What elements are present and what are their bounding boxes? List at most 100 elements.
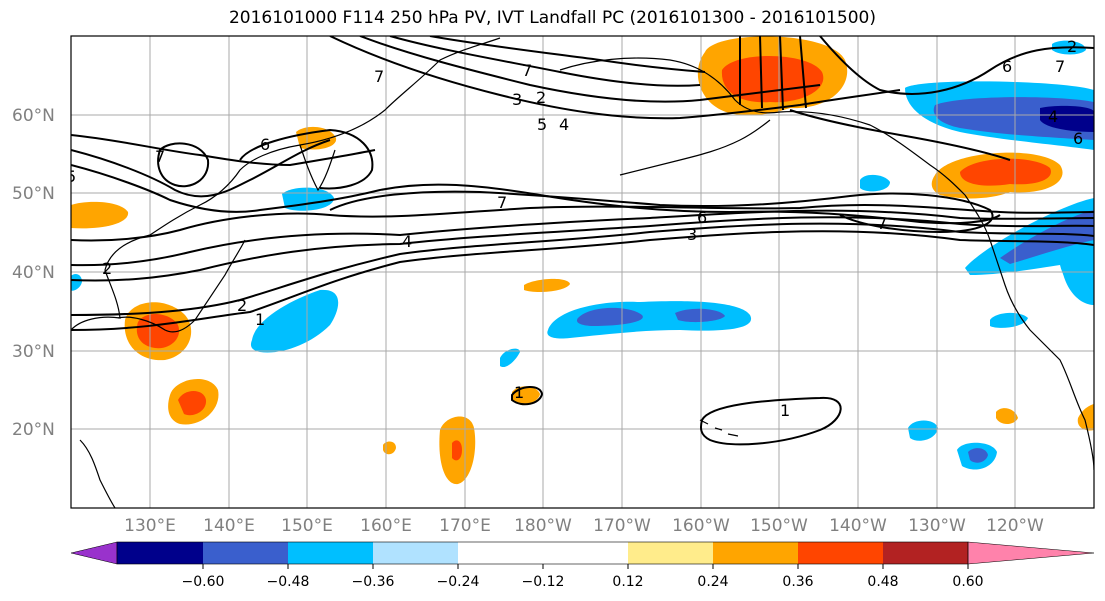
pv-contour-19	[700, 396, 842, 446]
pv-contour-18	[789, 109, 1011, 161]
colorbar-label-2: −0.48	[267, 574, 310, 590]
lon-label-140w: 140°W	[829, 516, 887, 536]
contour-label-3-bering: 3	[512, 90, 522, 109]
contour-label-7-arctic-east: 7	[1055, 57, 1065, 76]
colorbar-extend-low	[70, 541, 118, 565]
coastline-kamchatka	[299, 144, 336, 192]
positive-anomaly-west-edge	[71, 201, 129, 229]
colorbar-label-6: 0.12	[612, 574, 643, 590]
colorbar-ticks	[202, 564, 969, 569]
contour-label-6-arctic: 6	[1002, 57, 1012, 76]
positive-anomaly-small-3	[1077, 404, 1094, 431]
colorbar-segment-7	[628, 542, 713, 564]
contour-label-4-bering: 4	[559, 115, 569, 134]
pv-contour-6	[71, 164, 1001, 225]
colorbar-segment-9	[798, 542, 883, 564]
coastlines	[71, 37, 1094, 508]
pv-contour-10	[239, 128, 374, 190]
colorbar-label-5: −0.12	[522, 574, 565, 590]
colorbar-segment-8	[713, 542, 798, 564]
negative-anomaly-small-2	[1060, 245, 1094, 305]
lon-label-140e: 140°E	[203, 516, 255, 536]
contour-label-6-east: 6	[697, 208, 707, 227]
lat-label-60n: 60°N	[12, 106, 55, 126]
coastline-aleutians	[619, 119, 771, 176]
colorbar: −0.60 −0.48 −0.36 −0.24 −0.12 0.12 0.24 …	[70, 541, 1095, 590]
pv-contour-17	[819, 36, 1094, 95]
negative-anomaly-gulf	[860, 174, 890, 192]
colorbar-segment-5	[458, 542, 543, 564]
colorbar-segment-6	[543, 542, 628, 564]
pv-contour-5	[71, 203, 1094, 242]
positive-anomaly-small-1	[524, 278, 570, 292]
contour-label-2-west: 2	[102, 259, 112, 278]
lat-label-50n: 50°N	[12, 184, 55, 204]
pv-contour-11	[157, 142, 210, 188]
colorbar-label-10: 0.60	[952, 574, 983, 590]
graticule	[71, 36, 1094, 508]
pv-contour-20	[511, 386, 544, 406]
contour-label-7-kamchatka: 7	[155, 147, 165, 166]
map-frame	[70, 35, 1095, 509]
pv-contour-14	[389, 36, 701, 87]
lon-label-170w: 170°W	[593, 516, 651, 536]
lat-label-20n: 20°N	[12, 420, 55, 440]
strong-positive-anomaly-alaska	[721, 55, 824, 103]
pv-contour-4	[71, 209, 1094, 267]
strong-positive-anomaly-pacific-northwest	[960, 158, 1051, 186]
contour-label-6-kamchatka: 6	[260, 135, 270, 154]
strong-negative-anomaly-eastern-subtropics	[968, 448, 988, 463]
colorbar-segment-1	[117, 542, 203, 564]
map-plot-area: 1 2 2 4 3 6 7 7 6 7 5 7 3 2 5 4 7 1 1 6 …	[66, 36, 1094, 508]
coastline-asia	[71, 37, 501, 331]
pv-contour-9	[71, 134, 376, 167]
negative-anomaly-southeast-japan	[250, 289, 339, 353]
pv-contour-16	[739, 36, 807, 111]
lon-label-160e: 160°E	[360, 516, 412, 536]
contour-label-7-arctic: 7	[522, 61, 532, 80]
colorbar-label-1: −0.60	[182, 574, 225, 590]
colorbar-segment-2	[203, 542, 288, 564]
lon-label-150w: 150°W	[750, 516, 808, 536]
lon-label-130w: 130°W	[908, 516, 966, 536]
contour-label-2-arctic: 2	[1067, 37, 1077, 56]
pv-contour-12	[329, 36, 901, 120]
strong-positive-anomaly-subtropical	[452, 440, 462, 461]
coastline-alaska	[559, 57, 966, 196]
colorbar-segment-10	[883, 542, 968, 564]
shaded-anomaly-fields	[71, 36, 1094, 485]
lon-label-150e: 150°E	[281, 516, 333, 536]
lat-label-40n: 40°N	[12, 263, 55, 283]
contour-label-4-central: 4	[402, 232, 412, 251]
latitude-labels: 60°N 50°N 40°N 30°N 20°N	[12, 106, 55, 440]
longitude-labels: 130°E 140°E 150°E 160°E 170°E 180°W 170°…	[124, 516, 1044, 536]
strong-negative-anomaly-central-pacific	[576, 307, 643, 326]
contour-label-4-canada: 4	[1048, 107, 1058, 126]
contour-label-7-bering: 7	[374, 67, 384, 86]
pv-contour-8	[71, 139, 331, 198]
contour-label-1-subtropics: 1	[514, 383, 524, 402]
strongest-negative-anomaly-canada	[1040, 105, 1094, 132]
contour-labels: 1 2 2 4 3 6 7 7 6 7 5 7 3 2 5 4 7 1 1 6 …	[66, 37, 1083, 420]
pv-contour-1	[71, 230, 1094, 331]
contour-label-7-central: 7	[497, 193, 507, 212]
negative-anomaly-hawaii-east	[908, 420, 938, 441]
contour-label-2-bering: 2	[536, 88, 546, 107]
contour-label-5-west-edge: 5	[66, 167, 76, 186]
contour-label-5-bering: 5	[537, 115, 547, 134]
colorbar-segment-3	[288, 542, 373, 564]
lon-label-130e: 130°E	[124, 516, 176, 536]
lon-label-180w: 180°W	[514, 516, 572, 536]
lat-label-30n: 30°N	[12, 342, 55, 362]
strong-negative-anomaly-central-pacific-east	[675, 308, 725, 323]
contour-label-6-canada: 6	[1073, 129, 1083, 148]
coastline-philippines	[79, 439, 116, 508]
pv-contour-3	[71, 216, 1094, 282]
colorbar-label-3: −0.36	[352, 574, 395, 590]
negative-anomaly-baja	[990, 312, 1028, 328]
pv-contours	[71, 36, 1094, 446]
map-title: 2016101000 F114 250 hPa PV, IVT Landfall…	[228, 8, 876, 28]
colorbar-label-9: 0.48	[867, 574, 898, 590]
contour-label-3-east: 3	[687, 225, 697, 244]
